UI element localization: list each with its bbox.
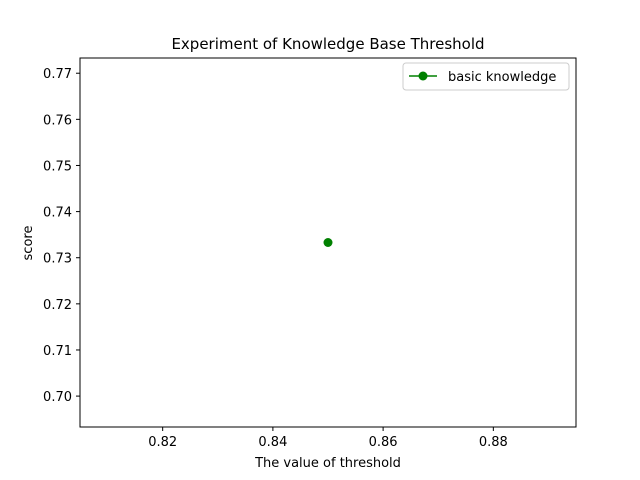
y-tick-label: 0.73	[43, 252, 72, 267]
x-axis-title: The value of threshold	[254, 456, 401, 471]
y-tick-label: 0.75	[43, 159, 72, 174]
y-tick-label: 0.72	[43, 298, 72, 313]
y-axis-title: score	[21, 226, 36, 261]
y-tick-label: 0.70	[43, 390, 72, 405]
legend-box	[402, 62, 570, 91]
x-tick-label: 0.86	[369, 435, 398, 450]
y-tick-label: 0.77	[43, 67, 72, 82]
legend: basic knowledge	[402, 62, 570, 91]
data-point	[323, 238, 333, 247]
plot-area: 0.82 0.84 0.86 0.88 0.70 0.71 0.72 0.73 0.74 0.75…	[43, 57, 577, 450]
x-tick-label: 0.82	[148, 435, 177, 450]
legend-marker	[418, 71, 428, 81]
x-tick-label: 0.88	[479, 435, 508, 450]
y-tick-label: 0.71	[43, 344, 72, 359]
y-tick-label: 0.76	[43, 113, 72, 128]
plot-frame	[79, 57, 577, 428]
x-tick-label: 0.84	[258, 435, 287, 450]
chart-title: Experiment of Knowledge Base Threshold	[171, 35, 484, 53]
legend-label: basic knowledge	[448, 70, 556, 85]
y-tick-label: 0.74	[43, 206, 72, 221]
